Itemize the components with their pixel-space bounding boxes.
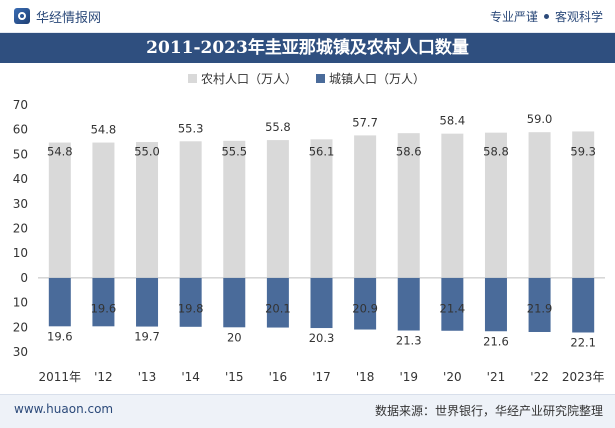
rural-data-label: 54.8 xyxy=(47,145,73,159)
rural-data-label: 58.8 xyxy=(483,145,509,159)
urban-data-label: 19.6 xyxy=(47,329,73,343)
x-tick-label: '14 xyxy=(181,370,200,384)
rural-data-label: 55.3 xyxy=(178,121,204,135)
top-bar: 华经情报网 专业严谨 客观科学 xyxy=(0,0,615,33)
y-tick-label: 20 xyxy=(13,222,28,236)
urban-data-label: 19.6 xyxy=(91,301,117,315)
urban-data-label: 19.7 xyxy=(134,330,160,344)
urban-data-label: 20 xyxy=(227,330,242,344)
rural-data-label: 57.7 xyxy=(352,115,378,129)
x-tick-label: '21 xyxy=(487,370,506,384)
urban-bar xyxy=(484,277,507,332)
rural-bar xyxy=(310,139,333,278)
slogan: 专业严谨 客观科学 xyxy=(490,8,603,25)
rural-bar xyxy=(484,132,507,278)
rural-bar xyxy=(528,132,551,278)
x-tick-label: 2023年 xyxy=(562,370,605,384)
rural-data-label: 55.5 xyxy=(221,145,247,159)
urban-bar xyxy=(572,277,595,333)
y-tick-label: 20 xyxy=(13,320,28,334)
population-bar-chart: 30 20 10 0 10 20 30 40 50 60 70 农村人口（万人） 城镇人口（万人） 54.… xyxy=(13,72,605,384)
footer: www.huaon.com 数据来源：世界银行，华经产业研究院整理 xyxy=(0,394,615,428)
rural-data-label: 54.8 xyxy=(91,123,117,137)
urban-bar xyxy=(48,277,71,327)
urban-bar xyxy=(354,277,377,330)
rural-data-label: 58.6 xyxy=(396,145,422,159)
rural-data-label: 59.0 xyxy=(527,112,553,126)
rural-bar xyxy=(441,133,464,278)
x-tick-label: '22 xyxy=(530,370,549,384)
urban-data-label: 20.1 xyxy=(265,301,291,315)
y-tick-label: 50 xyxy=(13,147,28,161)
urban-bar xyxy=(223,277,246,328)
urban-data-label: 21.3 xyxy=(396,334,422,348)
urban-bar xyxy=(528,277,551,332)
slogan-left: 专业严谨 xyxy=(489,10,538,24)
urban-data-label: 20.9 xyxy=(352,301,378,315)
rural-data-label: 55.0 xyxy=(134,145,160,159)
y-tick-label: 70 xyxy=(13,98,28,112)
urban-data-label: 19.8 xyxy=(178,301,204,315)
rural-data-label: 58.4 xyxy=(440,114,466,128)
legend-label: 城镇人口（万人） xyxy=(329,72,425,86)
x-tick-label: '12 xyxy=(94,370,113,384)
brand-name: 华经情报网 xyxy=(36,10,102,26)
x-tick-label: '15 xyxy=(225,370,244,384)
website-link[interactable]: www.huaon.com xyxy=(14,402,114,416)
x-tick-label: '17 xyxy=(312,370,331,384)
y-tick-label: 0 xyxy=(20,271,28,285)
y-tick-label: 30 xyxy=(13,197,28,211)
rural-bar xyxy=(354,135,377,278)
legend-swatch xyxy=(188,74,197,83)
y-tick-label: 10 xyxy=(13,296,28,310)
brand: 华经情报网 xyxy=(14,7,102,26)
rural-bar xyxy=(48,142,71,278)
legend-label: 农村人口（万人） xyxy=(201,72,297,86)
y-tick-label: 60 xyxy=(13,123,28,137)
y-tick-label: 40 xyxy=(13,172,28,186)
rural-bar xyxy=(179,141,202,278)
rural-data-label: 56.1 xyxy=(309,145,335,159)
urban-data-label: 22.1 xyxy=(570,335,596,349)
x-tick-label: '20 xyxy=(443,370,462,384)
rural-data-label: 55.8 xyxy=(265,120,291,134)
rural-bar xyxy=(223,140,246,278)
rural-bar xyxy=(92,142,115,278)
urban-bar xyxy=(179,277,202,327)
rural-bar xyxy=(397,133,420,278)
urban-data-label: 21.9 xyxy=(527,301,553,315)
rural-bar xyxy=(266,140,289,278)
x-tick-label: '19 xyxy=(399,370,418,384)
legend-swatch xyxy=(316,74,325,83)
urban-bar xyxy=(441,277,464,331)
rural-bar xyxy=(572,131,595,278)
y-tick-label: 30 xyxy=(13,345,28,359)
urban-bar xyxy=(266,277,289,328)
x-tick-label: '13 xyxy=(138,370,157,384)
y-tick-label: 10 xyxy=(13,246,28,260)
urban-bar xyxy=(310,277,333,329)
urban-data-label: 21.6 xyxy=(483,334,509,348)
chart-title: 2011-2023年圭亚那城镇及农村人口数量 xyxy=(0,33,615,63)
rural-bar xyxy=(136,142,159,278)
bullet-icon xyxy=(543,14,549,19)
brand-logo-icon xyxy=(14,8,30,24)
x-tick-label: 2011年 xyxy=(39,370,82,384)
x-tick-label: '18 xyxy=(356,370,375,384)
data-source: 数据来源：世界银行，华经产业研究院整理 xyxy=(374,404,603,418)
urban-data-label: 20.3 xyxy=(309,331,335,345)
slogan-right: 客观科学 xyxy=(554,10,603,24)
urban-bar xyxy=(397,277,420,331)
x-tick-label: '16 xyxy=(269,370,288,384)
rural-data-label: 59.3 xyxy=(570,145,596,159)
urban-data-label: 21.4 xyxy=(440,301,466,315)
urban-bar xyxy=(136,277,159,327)
urban-bar xyxy=(92,277,115,327)
